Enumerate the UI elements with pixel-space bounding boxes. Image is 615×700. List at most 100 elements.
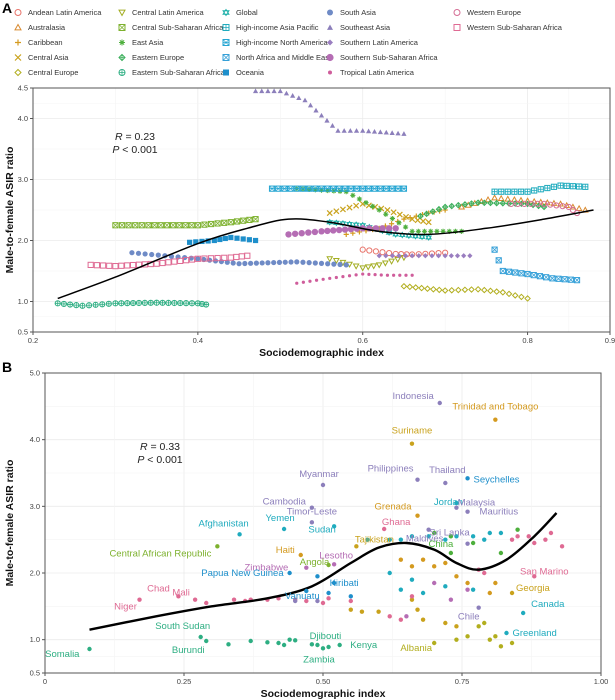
country-label: Philippines <box>368 464 414 475</box>
legend-label: Southern Latin America <box>340 38 419 47</box>
legend-marker-global <box>222 8 230 17</box>
panel-a-y-axis-title: Male-to-female ASIR ratio <box>4 147 16 274</box>
country-point <box>298 552 303 558</box>
data-point <box>582 183 589 190</box>
country-point <box>137 597 142 602</box>
data-point <box>312 187 318 193</box>
country-label: South Sudan <box>155 621 210 632</box>
data-point <box>336 185 343 192</box>
data-point <box>350 192 356 198</box>
legend-label: Western Sub-Saharan Africa <box>467 23 563 32</box>
data-point <box>302 97 308 103</box>
x-tick-label: 0.2 <box>28 336 38 345</box>
data-point <box>330 185 337 192</box>
country-zambia: Zambia <box>303 646 336 665</box>
country-point <box>198 634 203 640</box>
data-point <box>214 254 221 262</box>
country-point <box>287 570 292 576</box>
data-point <box>330 227 337 234</box>
country-sudan: Sudan <box>308 524 337 535</box>
panel-a-r-annotation: R = 0.23 <box>115 131 155 143</box>
country-point <box>304 565 309 570</box>
legend-marker-high-income-north-america <box>222 39 230 46</box>
data-point <box>165 299 172 306</box>
data-point <box>389 130 395 135</box>
legend-marker-tropical-latin-america <box>328 70 332 75</box>
country-point <box>326 644 331 650</box>
y-tick-label: 4.5 <box>18 84 28 93</box>
country-point <box>465 587 470 592</box>
data-point <box>170 222 177 229</box>
data-point <box>159 299 166 306</box>
data-point <box>129 250 135 256</box>
data-point <box>505 290 513 298</box>
y-tick-label: 5.0 <box>30 369 40 378</box>
country-point <box>87 646 92 652</box>
legend-label: Southeast Asia <box>340 23 391 32</box>
data-point <box>73 302 80 309</box>
data-point <box>246 237 252 243</box>
data-point <box>366 128 372 134</box>
data-point <box>467 253 473 259</box>
data-point <box>524 295 531 302</box>
data-point <box>306 186 312 193</box>
legend-marker-north-africa-and-middle-east <box>222 54 230 61</box>
data-point <box>129 299 137 307</box>
data-point <box>377 185 384 192</box>
data-point <box>412 284 420 291</box>
country-label: Angola <box>300 557 330 568</box>
data-point <box>324 185 331 192</box>
country-point <box>515 527 520 532</box>
data-point <box>300 259 306 265</box>
data-point <box>318 112 325 118</box>
data-point <box>360 128 366 133</box>
country-point <box>354 544 359 549</box>
country-label: Vanuatu <box>285 591 320 602</box>
data-point <box>291 230 299 237</box>
country-label: Cambodia <box>263 497 307 508</box>
data-point <box>510 196 518 203</box>
legend-item-eastern-europe: Eastern Europe <box>118 53 184 62</box>
legend-item-australasia: Australasia <box>14 23 66 32</box>
data-point <box>252 216 259 223</box>
panel-a-x-axis-title: Sociodemographic index <box>259 347 384 359</box>
data-point <box>163 222 171 229</box>
data-point <box>356 196 363 202</box>
legend-marker-western-sub-saharan-africa <box>453 24 461 31</box>
panel-a-label: A <box>2 0 12 16</box>
data-point <box>294 259 300 265</box>
country-label: Zambia <box>303 654 335 665</box>
data-point <box>417 212 424 220</box>
country-point <box>443 480 448 486</box>
x-tick-label: 0.75 <box>455 677 470 686</box>
data-point <box>285 231 292 238</box>
data-point <box>193 239 199 245</box>
data-point <box>359 200 366 207</box>
data-point <box>534 200 541 207</box>
data-point <box>575 204 583 212</box>
data-point <box>93 262 100 269</box>
country-chile: Chile <box>458 605 481 623</box>
data-point <box>165 259 172 266</box>
country-point <box>376 609 381 614</box>
country-point <box>443 560 448 566</box>
panel-b-p-annotation: P < 0.001 <box>137 454 182 466</box>
data-point <box>142 251 148 257</box>
country-suriname: Suriname <box>392 426 432 446</box>
country-point <box>315 642 320 648</box>
country-albania: Albania <box>400 640 437 654</box>
data-point <box>308 279 312 283</box>
legend-marker-east-asia <box>119 39 125 46</box>
data-point <box>149 251 155 258</box>
data-point <box>85 302 93 309</box>
data-point <box>325 187 331 194</box>
legend-item-central-latin-america: Central Latin America <box>118 8 205 17</box>
data-point <box>448 202 456 210</box>
country-point <box>498 550 504 556</box>
country-point <box>281 526 287 532</box>
country-point <box>454 500 459 506</box>
data-point <box>207 220 215 228</box>
country-point <box>398 617 404 622</box>
data-point <box>346 204 353 211</box>
country-point <box>415 513 420 518</box>
